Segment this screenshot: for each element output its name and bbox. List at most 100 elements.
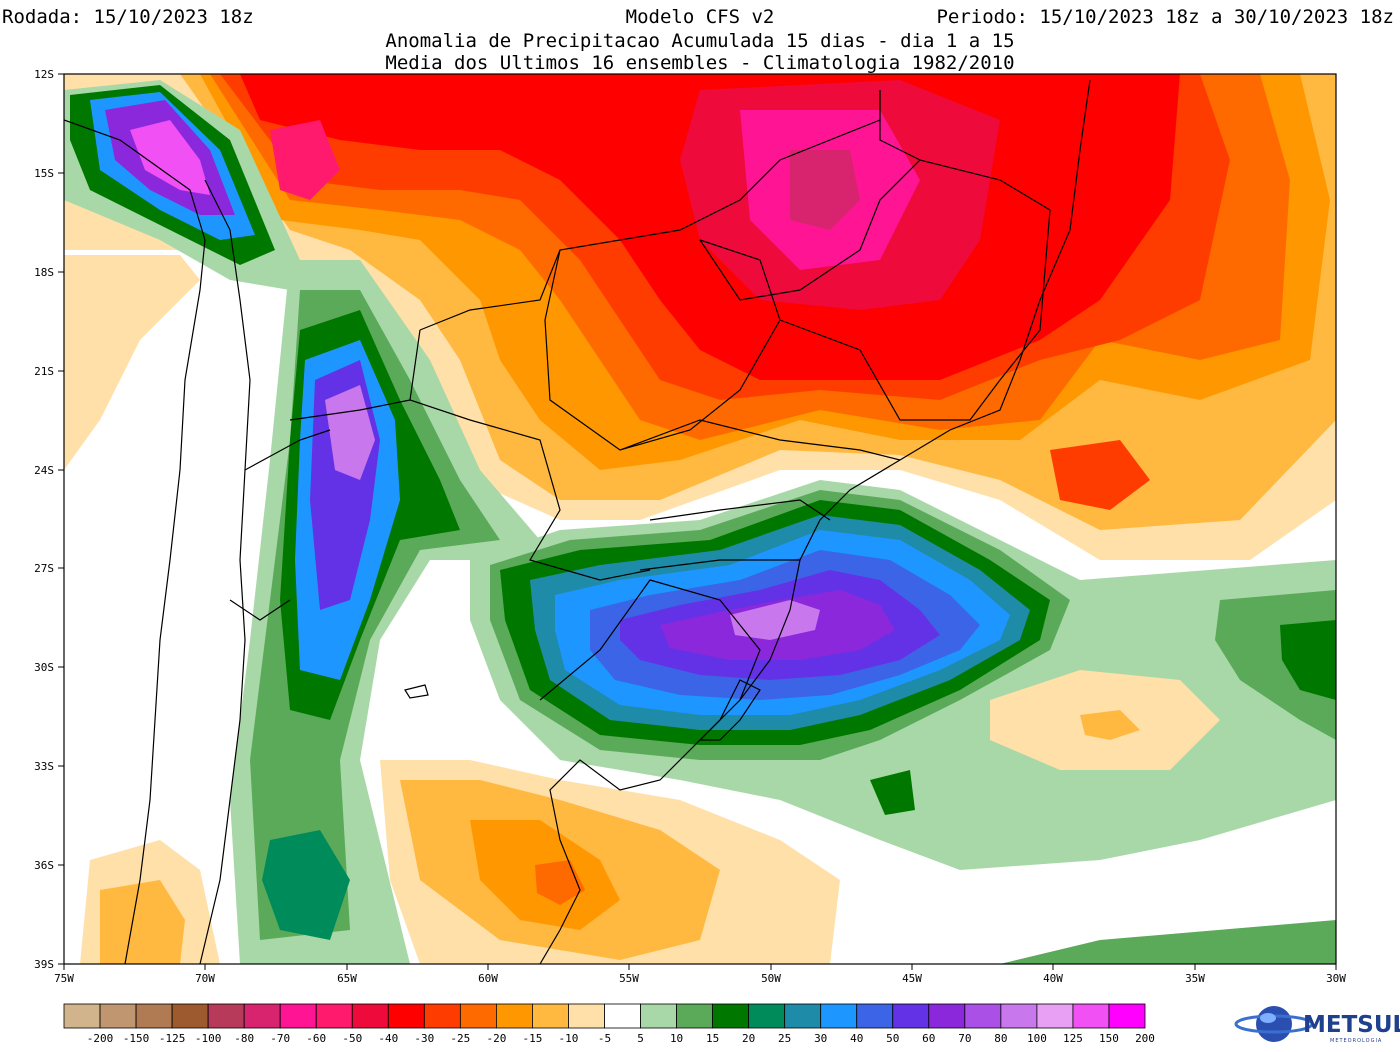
colorbar-cell xyxy=(1108,1003,1146,1029)
border-bolivia-paraguay xyxy=(289,399,411,421)
border-argentina-chile-south xyxy=(229,599,291,621)
lake-chapala xyxy=(404,684,429,699)
colorbar-cell xyxy=(315,1003,353,1029)
border-brazil-west xyxy=(419,90,881,331)
colorbar-cell xyxy=(856,1003,894,1029)
colorbar-cell xyxy=(1036,1003,1074,1029)
colorbar-cell xyxy=(423,1003,461,1029)
logo-subtitle: METEOROLOGIA xyxy=(1330,1038,1382,1044)
colorbar-cell xyxy=(459,1003,497,1029)
colorbar-label: -150 xyxy=(123,1032,150,1045)
colorbar-cell xyxy=(712,1003,750,1029)
map-frame xyxy=(63,73,1337,965)
border-bahia xyxy=(879,90,921,161)
wet-south-lilac xyxy=(730,600,820,640)
border-parana xyxy=(619,419,901,461)
colorbar-cell xyxy=(243,1003,281,1029)
colorbar-cell xyxy=(676,1003,714,1029)
colorbar-cell xyxy=(207,1003,245,1029)
lat-tick-label: 24S xyxy=(34,464,54,477)
colorbar-label: -30 xyxy=(414,1032,434,1045)
colorbar-label: -40 xyxy=(378,1032,398,1045)
colorbar-cell xyxy=(279,1003,317,1029)
lon-tick-label: 30W xyxy=(1326,972,1346,985)
wet-south-spot xyxy=(870,770,915,815)
lon-tick-label: 65W xyxy=(337,972,357,985)
border-mato-grosso-do-sul xyxy=(544,239,781,451)
colorbar-cell xyxy=(1072,1003,1110,1029)
colorbar-cell xyxy=(351,1003,389,1029)
colorbar-label: 5 xyxy=(637,1032,644,1045)
wet-se-green xyxy=(1000,920,1336,964)
colorbar-label: -25 xyxy=(450,1032,470,1045)
colorbar-cell xyxy=(1000,1003,1038,1029)
anomaly-field xyxy=(64,74,1336,964)
map-subtitle-2: Media dos Ultimos 16 ensembles - Climato… xyxy=(385,52,1015,74)
lat-tick-label: 15S xyxy=(34,167,54,180)
dry-spot-east xyxy=(1050,440,1150,510)
colorbar-label: 40 xyxy=(850,1032,863,1045)
dry-west-light xyxy=(64,255,200,470)
colorbar-cell xyxy=(964,1003,1002,1029)
colorbar-label: -10 xyxy=(559,1032,579,1045)
lon-tick-label: 50W xyxy=(761,972,781,985)
dry-far-south-orange xyxy=(100,880,185,964)
colorbar-cell xyxy=(568,1003,605,1029)
lon-tick-label: 55W xyxy=(619,972,639,985)
border-paraguay xyxy=(409,329,651,581)
border-uruguay xyxy=(539,579,761,701)
colorbar-cell xyxy=(63,1003,101,1029)
borders xyxy=(64,79,1091,964)
colorbar-label: 30 xyxy=(814,1032,827,1045)
lat-tick-labels: 12S 15S 18S 21S 24S 27S 30S 33S 36S 39S xyxy=(34,68,54,971)
colorbar-cell xyxy=(99,1003,137,1029)
run-label: Rodada: 15/10/2023 18z xyxy=(2,6,254,28)
colorbar-label: 125 xyxy=(1063,1032,1083,1045)
wet-sw-dark-green xyxy=(262,830,350,940)
colorbar-cell xyxy=(387,1003,425,1029)
axis-tick-marks xyxy=(58,73,1337,970)
period-label: Periodo: 15/10/2023 18z a 30/10/2023 18z xyxy=(936,6,1394,28)
lon-tick-labels: 75W 70W 65W 60W 55W 50W 45W 40W 35W 30W xyxy=(54,972,1346,985)
wet-west-violet xyxy=(325,385,375,480)
lat-tick-label: 30S xyxy=(34,661,54,674)
coastline-pacific xyxy=(64,119,206,964)
colorbar-label: 60 xyxy=(922,1032,935,1045)
border-minas-gerais xyxy=(779,209,1051,421)
colorbar-label: 70 xyxy=(958,1032,971,1045)
lon-tick-label: 35W xyxy=(1185,972,1205,985)
colorbar-cell xyxy=(495,1003,533,1029)
colorbar-labels: -200 -150 -125 -100 -80 -70 -60 -50 -40 -30 -25 -20… xyxy=(87,1032,1155,1045)
border-santa-catarina xyxy=(649,499,831,521)
logo-name: METSUL xyxy=(1303,1012,1400,1038)
colorbar-label: 15 xyxy=(706,1032,719,1045)
border-goias xyxy=(699,159,1051,301)
colorbar-label: 10 xyxy=(670,1032,683,1045)
colorbar-label: -200 xyxy=(87,1032,114,1045)
map-subtitle-1: Anomalia de Precipitacao Acumulada 15 di… xyxy=(385,30,1015,52)
colorbar-cell xyxy=(532,1003,569,1029)
border-argentina-bolivia xyxy=(244,429,331,471)
colorbar-cell xyxy=(171,1003,209,1029)
colorbar-label: -100 xyxy=(195,1032,222,1045)
colorbar-cell xyxy=(640,1003,677,1029)
colorbar-label: -60 xyxy=(306,1032,326,1045)
lake-mirim xyxy=(698,679,761,741)
colorbar-cell xyxy=(748,1003,786,1029)
colorbar-cell xyxy=(784,1003,822,1029)
colorbar-cell xyxy=(820,1003,858,1029)
coastline-atlantic xyxy=(539,79,1091,964)
wet-east-dark-green xyxy=(1280,620,1336,700)
wet-nw-magenta xyxy=(130,120,210,195)
colorbar-cell xyxy=(135,1003,173,1029)
lat-tick-label: 39S xyxy=(34,958,54,971)
lat-tick-label: 36S xyxy=(34,859,54,872)
lat-tick-label: 27S xyxy=(34,562,54,575)
lat-tick-label: 21S xyxy=(34,365,54,378)
metsul-logo: METSUL METEOROLOGIA xyxy=(1234,1006,1400,1044)
colorbar-label: 20 xyxy=(742,1032,755,1045)
colorbar-label: -15 xyxy=(522,1032,542,1045)
lon-tick-label: 70W xyxy=(195,972,215,985)
lat-tick-label: 33S xyxy=(34,760,54,773)
